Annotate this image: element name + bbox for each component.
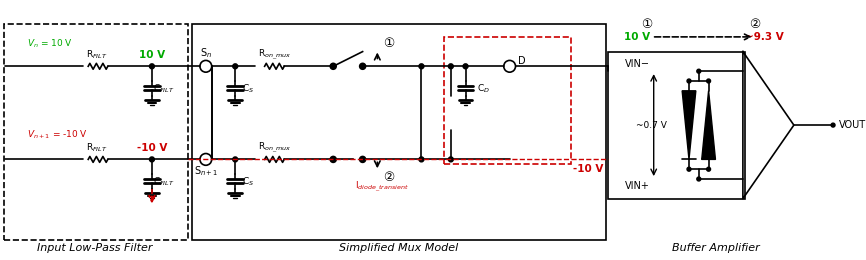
Text: ~0.7 V: ~0.7 V [637,121,667,129]
Text: R$_{FILT}$: R$_{FILT}$ [87,48,108,61]
Circle shape [330,63,336,69]
Text: VOUT: VOUT [839,120,866,130]
Text: $V_n$ = 10 V: $V_n$ = 10 V [28,37,74,50]
Text: R$_{FILT}$: R$_{FILT}$ [87,141,108,154]
Text: C$_{FILT}$: C$_{FILT}$ [152,83,175,95]
Polygon shape [701,91,715,159]
Polygon shape [682,91,696,159]
Circle shape [687,167,691,171]
Text: ~9.3 V: ~9.3 V [745,32,784,42]
Text: -10 V: -10 V [137,143,167,153]
Circle shape [330,157,336,162]
Circle shape [449,157,453,162]
Text: C$_D$: C$_D$ [476,83,489,95]
Circle shape [419,64,423,69]
Text: Simplified Mux Model: Simplified Mux Model [339,243,458,253]
Circle shape [233,157,237,162]
Circle shape [707,79,710,83]
Circle shape [697,69,701,73]
Circle shape [359,63,365,69]
Text: VIN−: VIN− [624,59,650,69]
Circle shape [697,177,701,181]
Text: D: D [518,56,525,66]
Text: C$_{FILT}$: C$_{FILT}$ [152,176,175,188]
Text: 10 V: 10 V [139,50,165,60]
Circle shape [687,79,691,83]
Text: ①: ① [384,37,395,50]
Circle shape [463,64,468,69]
Circle shape [233,64,237,69]
Text: Input Low-Pass Filter: Input Low-Pass Filter [37,243,152,253]
Text: R$_{on\_mux}$: R$_{on\_mux}$ [258,47,291,62]
Circle shape [359,157,365,162]
Text: 10 V: 10 V [624,32,650,42]
Text: $V_{n+1}$ = -10 V: $V_{n+1}$ = -10 V [28,129,88,141]
Circle shape [150,157,154,162]
Circle shape [419,157,423,162]
Circle shape [449,64,453,69]
Text: S$_{n+1}$: S$_{n+1}$ [193,164,218,178]
Text: ①: ① [641,18,652,31]
Text: R$_{on\_mux}$: R$_{on\_mux}$ [258,140,291,155]
Text: ②: ② [749,18,760,31]
Text: C$_S$: C$_S$ [242,176,254,188]
Text: VIN+: VIN+ [624,181,650,191]
Circle shape [707,167,710,171]
Text: Buffer Amplifier: Buffer Amplifier [671,243,759,253]
Text: ②: ② [384,171,395,184]
Circle shape [831,123,835,127]
Text: -10 V: -10 V [572,164,604,174]
Circle shape [150,64,154,69]
Text: C$_S$: C$_S$ [242,83,254,95]
Text: I$_{diode\_transient}$: I$_{diode\_transient}$ [355,180,409,194]
Bar [608,51,745,199]
Text: S$_n$: S$_n$ [200,47,212,61]
